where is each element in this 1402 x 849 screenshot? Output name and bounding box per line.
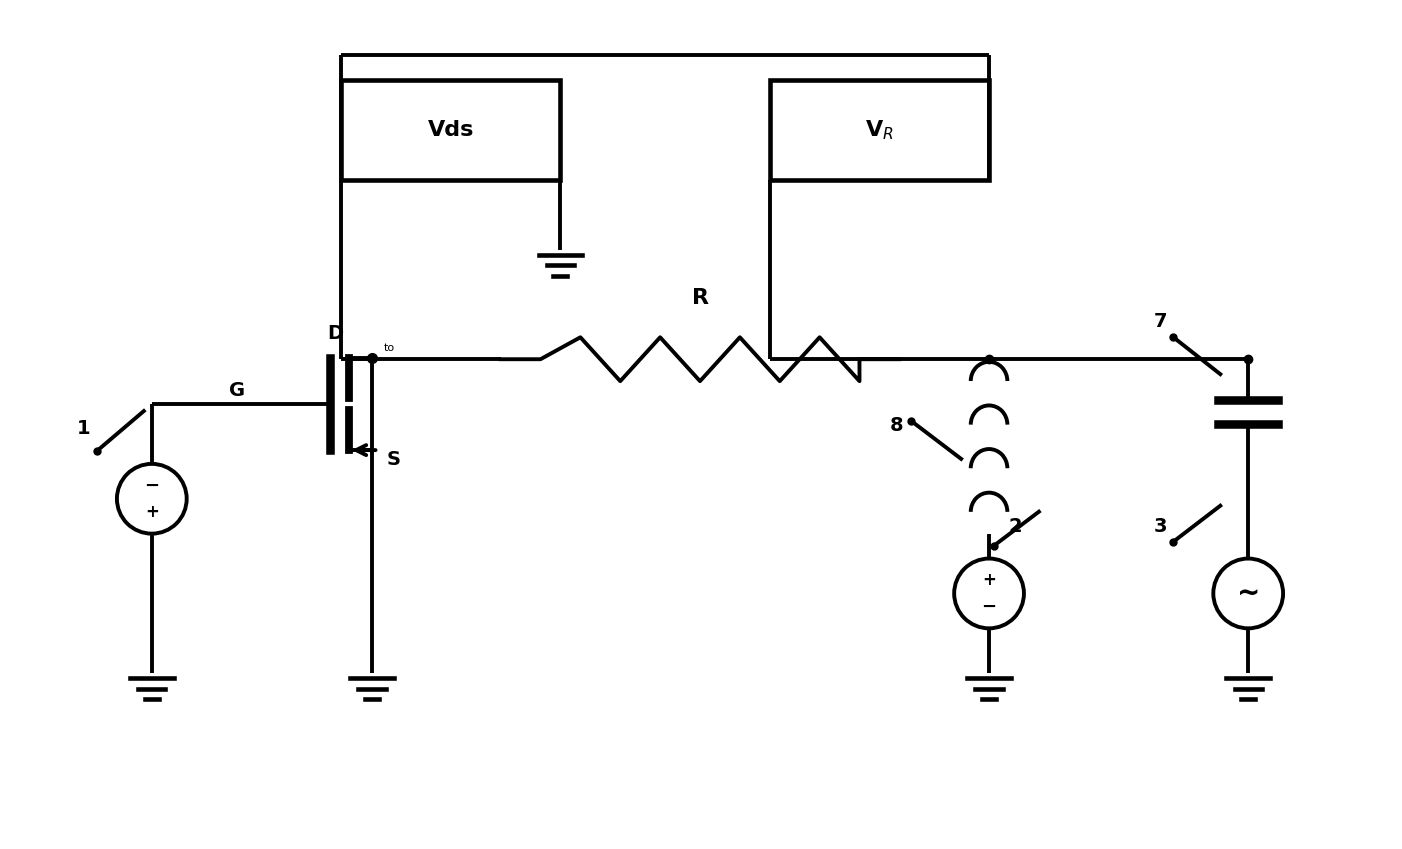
Text: 7: 7	[1154, 312, 1166, 331]
Text: G: G	[229, 381, 245, 400]
Text: to: to	[384, 343, 395, 353]
Text: 1: 1	[77, 419, 91, 438]
Bar	[770, 80, 988, 180]
Text: −: −	[981, 598, 997, 616]
Text: 8: 8	[889, 416, 903, 435]
Text: 2: 2	[1009, 517, 1022, 536]
Text: R: R	[691, 289, 708, 308]
Text: +: +	[983, 571, 995, 589]
Text: +: +	[144, 503, 158, 521]
Text: −: −	[144, 476, 160, 494]
Text: ~: ~	[1237, 580, 1260, 607]
Text: V$_R$: V$_R$	[865, 118, 894, 142]
Text: Vds: Vds	[428, 120, 474, 140]
Text: S: S	[387, 450, 401, 469]
Text: D: D	[327, 324, 343, 343]
Bar	[341, 80, 561, 180]
Text: 3: 3	[1154, 517, 1166, 536]
